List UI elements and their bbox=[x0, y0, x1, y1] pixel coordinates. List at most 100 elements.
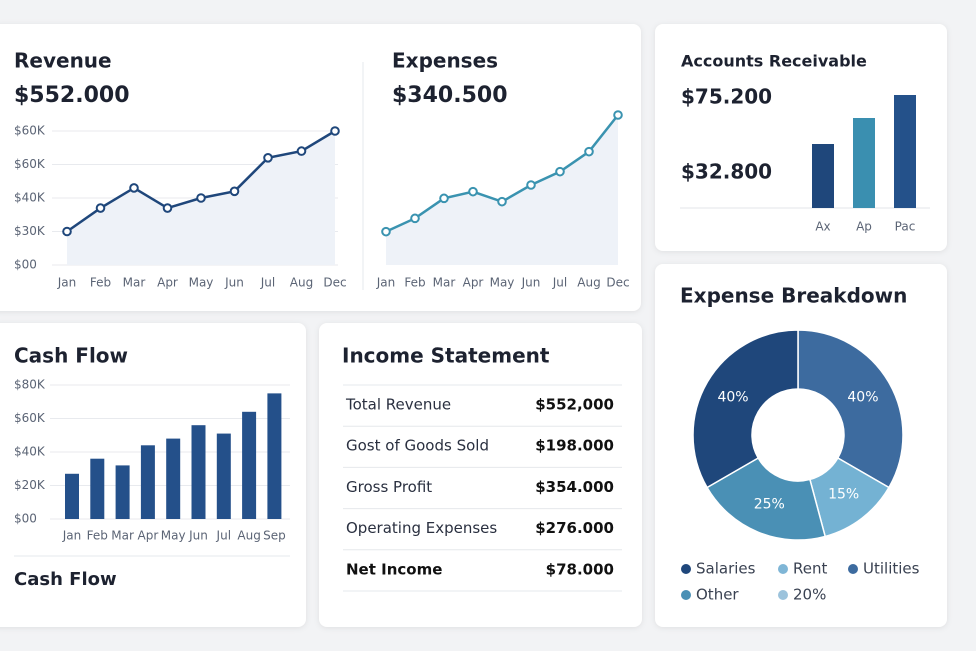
point bbox=[526, 180, 536, 190]
legend-label: 20% bbox=[793, 586, 826, 604]
bar bbox=[90, 458, 105, 519]
y-tick-label: $30K bbox=[14, 224, 46, 238]
x-tick-label: Jun bbox=[521, 276, 541, 290]
point bbox=[95, 203, 106, 213]
y-tick-label: $40K bbox=[14, 445, 46, 459]
point bbox=[613, 110, 623, 120]
donut-slice bbox=[692, 329, 799, 489]
legend-swatch bbox=[681, 564, 691, 574]
x-tick-label: Dec bbox=[323, 276, 346, 290]
card bbox=[655, 264, 947, 627]
x-tick-label: Jul bbox=[260, 276, 275, 290]
bar bbox=[115, 465, 130, 519]
point bbox=[439, 193, 449, 204]
bar bbox=[216, 433, 231, 519]
bar bbox=[65, 473, 79, 519]
x-tick-label: Feb bbox=[87, 529, 108, 543]
x-tick-label: Ax bbox=[815, 220, 830, 234]
card-footer: Cash Flow bbox=[14, 569, 117, 590]
point bbox=[330, 126, 340, 136]
row-value: $276.000 bbox=[535, 519, 614, 537]
kpi-value: $552.000 bbox=[14, 83, 130, 108]
x-tick-label: Apr bbox=[157, 276, 178, 290]
x-tick-label: Jun bbox=[188, 529, 208, 543]
bar bbox=[853, 118, 875, 208]
bar bbox=[242, 411, 257, 519]
bar bbox=[812, 144, 834, 208]
card-title: Accounts Receivable bbox=[681, 52, 867, 71]
x-tick-label: Aug bbox=[290, 276, 313, 290]
x-tick-label: Pac bbox=[895, 220, 916, 234]
point bbox=[196, 193, 206, 203]
point bbox=[584, 146, 594, 157]
row-value: $198.000 bbox=[535, 437, 614, 455]
x-tick-label: Sep bbox=[263, 529, 286, 543]
x-tick-label: Jul bbox=[552, 276, 567, 290]
row-label: Operating Expenses bbox=[346, 519, 497, 537]
x-tick-label: May bbox=[161, 529, 186, 543]
point bbox=[410, 213, 420, 224]
x-tick-label: Mar bbox=[433, 276, 456, 290]
legend-label: Salaries bbox=[696, 560, 756, 578]
bar bbox=[140, 445, 155, 519]
point bbox=[263, 153, 273, 163]
point bbox=[229, 186, 240, 197]
x-tick-label: May bbox=[189, 276, 214, 290]
y-tick-label: $80K bbox=[14, 378, 46, 392]
y-tick-label: $60K bbox=[14, 157, 46, 171]
row-label: Gross Profit bbox=[346, 478, 432, 496]
point bbox=[62, 226, 72, 237]
legend-swatch bbox=[681, 590, 691, 600]
x-tick-label: Jan bbox=[57, 276, 77, 290]
bar bbox=[267, 393, 282, 519]
bar bbox=[894, 95, 916, 208]
x-tick-label: Feb bbox=[404, 276, 425, 290]
kpi-value: $32.800 bbox=[681, 160, 772, 184]
area bbox=[386, 115, 618, 265]
x-tick-label: Aug bbox=[577, 276, 600, 290]
x-tick-label: Jan bbox=[62, 529, 82, 543]
y-tick-label: $20K bbox=[14, 478, 46, 492]
x-tick-label: Mar bbox=[123, 276, 146, 290]
point bbox=[381, 226, 391, 237]
point bbox=[129, 183, 139, 193]
card-title: Revenue bbox=[14, 49, 112, 73]
card-title: Expenses bbox=[392, 49, 498, 73]
y-tick-label: $00 bbox=[14, 258, 37, 272]
x-tick-label: Jan bbox=[376, 276, 396, 290]
x-tick-label: Dec bbox=[606, 276, 629, 290]
y-tick-label: $60K bbox=[14, 411, 46, 425]
donut-slice bbox=[797, 329, 904, 489]
kpi-value: $340.500 bbox=[392, 83, 508, 108]
slice-label: 25% bbox=[754, 496, 785, 512]
slice-label: 40% bbox=[717, 390, 748, 406]
donut-slice bbox=[706, 456, 827, 541]
kpi-value: $75.200 bbox=[681, 85, 772, 109]
x-tick-label: Apr bbox=[463, 276, 484, 290]
x-tick-label: Jun bbox=[224, 276, 244, 290]
card-title: Income Statement bbox=[342, 344, 550, 368]
slice-label: 40% bbox=[847, 390, 878, 406]
row-value: $78.000 bbox=[546, 560, 614, 578]
bar bbox=[166, 438, 181, 519]
card-title: Cash Flow bbox=[14, 344, 128, 368]
x-tick-label: May bbox=[490, 276, 515, 290]
y-tick-label: $40K bbox=[14, 191, 46, 205]
y-tick-label: $60K bbox=[14, 124, 46, 138]
bar bbox=[191, 425, 206, 519]
legend-label: Other bbox=[696, 586, 739, 604]
row-value: $552,000 bbox=[535, 396, 614, 414]
point bbox=[497, 196, 507, 207]
x-tick-label: Jul bbox=[216, 529, 231, 543]
legend-swatch bbox=[778, 590, 788, 600]
x-tick-label: Mar bbox=[111, 529, 134, 543]
row-label: Total Revenue bbox=[345, 396, 451, 414]
point bbox=[296, 146, 307, 156]
legend-swatch bbox=[778, 564, 788, 574]
point bbox=[468, 186, 478, 197]
card bbox=[319, 323, 642, 627]
x-tick-label: Feb bbox=[90, 276, 111, 290]
x-tick-label: Aug bbox=[237, 529, 260, 543]
legend-swatch bbox=[848, 564, 858, 574]
